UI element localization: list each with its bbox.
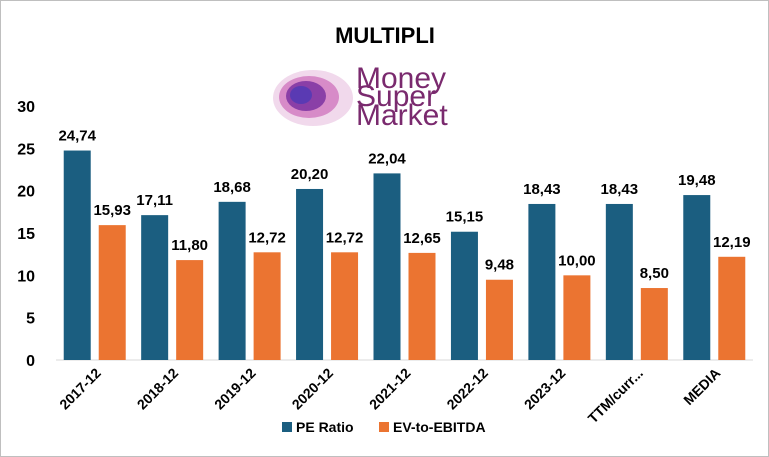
x-tick-label: 2019-12 [211, 365, 259, 413]
chart-title: MULTIPLI [335, 23, 435, 48]
legend-swatch-pe-ratio [282, 422, 292, 432]
data-label-ev-to-ebitda: 12,19 [713, 234, 751, 251]
data-label-pe-ratio: 17,11 [136, 192, 173, 209]
data-label-ev-to-ebitda: 15,93 [93, 202, 131, 219]
data-label-pe-ratio: 19,48 [678, 172, 716, 189]
logo-text-line2: Super [356, 80, 436, 113]
logo-text-line3: Market [356, 99, 448, 132]
data-label-pe-ratio: 20,20 [291, 166, 329, 183]
bar-ev-to-ebitda [563, 275, 591, 360]
x-tick-label: 2020-12 [289, 365, 337, 413]
bar-ev-to-ebitda [253, 252, 281, 360]
data-label-ev-to-ebitda: 12,72 [326, 229, 364, 246]
x-tick-label: 2021-12 [366, 365, 414, 413]
data-label-ev-to-ebitda: 11,80 [171, 237, 208, 254]
x-tick-label: 2018-12 [134, 365, 182, 413]
bar-pe-ratio [141, 215, 169, 360]
legend-label-ev-to-ebitda: EV-to-EBITDA [393, 419, 486, 435]
x-tick-label: MEDIA [680, 365, 723, 408]
bar-pe-ratio [218, 201, 246, 360]
data-label-pe-ratio: 18,68 [213, 179, 251, 196]
logo-swirl-core [290, 86, 312, 104]
x-tick-label: TTM/curr... [585, 365, 646, 426]
data-label-pe-ratio: 18,43 [601, 181, 639, 198]
x-tick-label: 2023-12 [521, 365, 569, 413]
y-tick-label: 20 [17, 184, 35, 201]
bar-pe-ratio [683, 195, 711, 360]
data-label-ev-to-ebitda: 12,65 [403, 230, 441, 247]
y-tick-label: 10 [17, 268, 35, 285]
bar-pe-ratio [296, 188, 324, 360]
data-label-pe-ratio: 15,15 [446, 209, 484, 226]
legend-swatch-ev-to-ebitda [379, 422, 389, 432]
bar-ev-to-ebitda [485, 279, 513, 360]
bars: 24,74 15,93 17,11 11,80 18,68 12,72 20,20 12,72… [58, 128, 751, 360]
data-label-pe-ratio: 24,74 [58, 128, 96, 145]
data-label-pe-ratio: 22,04 [368, 150, 406, 167]
bar-ev-to-ebitda [176, 260, 204, 360]
data-label-ev-to-ebitda: 9,48 [485, 257, 514, 274]
x-axis: 2017-12 2018-12 2019-12 2020-12 2021-12 2022-… [56, 365, 723, 427]
y-tick-label: 15 [17, 226, 35, 243]
y-tick-label: 5 [26, 311, 35, 328]
bar-pe-ratio [63, 150, 91, 360]
bar-ev-to-ebitda [718, 256, 746, 360]
bar-ev-to-ebitda [640, 288, 668, 360]
x-tick-label: 2022-12 [443, 365, 491, 413]
bar-ev-to-ebitda [408, 252, 436, 360]
bar-pe-ratio [450, 231, 478, 360]
bar-pe-ratio [373, 173, 401, 360]
bar-ev-to-ebitda [331, 252, 359, 360]
y-tick-label: 25 [17, 141, 35, 158]
legend: PE Ratio EV-to-EBITDA [282, 419, 486, 435]
x-tick-label: 2017-12 [56, 365, 104, 413]
data-label-ev-to-ebitda: 12,72 [248, 229, 286, 246]
bar-ev-to-ebitda [98, 225, 126, 360]
money-super-market-logo: Money Super Market [273, 62, 448, 132]
logo-text-line1: Money [356, 62, 446, 95]
data-label-ev-to-ebitda: 10,00 [558, 252, 596, 269]
y-tick-label: 30 [17, 99, 35, 116]
y-tick-label: 0 [26, 353, 35, 370]
bar-pe-ratio [605, 203, 633, 360]
data-label-ev-to-ebitda: 8,50 [640, 265, 669, 282]
data-label-pe-ratio: 18,43 [523, 181, 561, 198]
y-axis: 0 5 10 15 20 25 30 [17, 99, 35, 370]
legend-label-pe-ratio: PE Ratio [296, 419, 354, 435]
bar-pe-ratio [528, 203, 556, 360]
